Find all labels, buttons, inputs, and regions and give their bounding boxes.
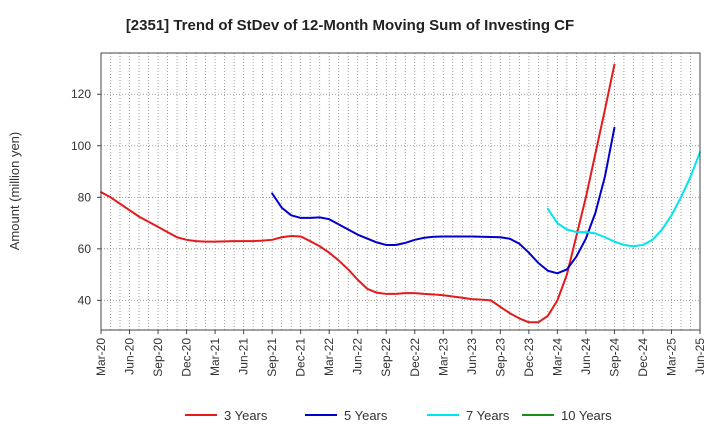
y-tick-label: 40 [78,293,92,307]
x-tick-label: Jun-20 [123,338,137,375]
series-line-1 [100,63,616,324]
x-tick-label: Jun-24 [579,338,593,375]
x-tick-label: Sep-24 [607,338,621,377]
x-tick-label: Jun-25 [693,338,707,375]
x-tick-label: Dec-24 [636,338,650,377]
y-tick-label: 100 [71,139,91,153]
grid [101,53,700,330]
series-line-2 [271,126,616,275]
legend-label: 10 Years [561,408,612,423]
x-tick-label: Sep-23 [493,338,507,377]
x-tick-label: Mar-20 [94,338,108,376]
x-tick-label: Jun-21 [237,338,251,375]
plot-lines [100,63,701,324]
y-tick-label: 120 [71,87,91,101]
x-tick-label: Mar-23 [436,338,450,376]
y-ticks: 40 60 80 100 120 [71,87,101,307]
x-tick-label: Sep-21 [265,338,279,377]
x-tick-label: Dec-22 [408,338,422,377]
x-tick-label: Jun-23 [465,338,479,375]
x-tick-label: Dec-23 [522,338,536,377]
legend-label: 3 Years [224,408,268,423]
x-ticks: Mar-20 Jun-20 Sep-20 Dec-20 Mar-21 Jun-21 Sep-… [94,330,707,377]
legend: 3 Years 5 Years 7 Years 10 Years [185,408,612,423]
y-tick-label: 80 [78,190,92,204]
plot-frame [100,52,701,331]
x-tick-label: Dec-21 [294,338,308,377]
legend-label: 7 Years [466,408,510,423]
x-tick-label: Mar-25 [664,338,678,376]
x-tick-label: Mar-21 [208,338,222,376]
x-tick-label: Sep-22 [379,338,393,377]
legend-label: 5 Years [344,408,388,423]
x-tick-label: Dec-20 [180,338,194,377]
x-tick-label: Sep-20 [151,338,165,377]
x-tick-label: Mar-22 [322,338,336,376]
y-axis-label: Amount (million yen) [7,132,22,251]
series-line-3 [546,151,701,248]
x-tick-label: Mar-24 [550,338,564,376]
chart-title: [2351] Trend of StDev of 12-Month Moving… [126,17,574,34]
y-tick-label: 60 [78,242,92,256]
x-tick-label: Jun-22 [351,338,365,375]
